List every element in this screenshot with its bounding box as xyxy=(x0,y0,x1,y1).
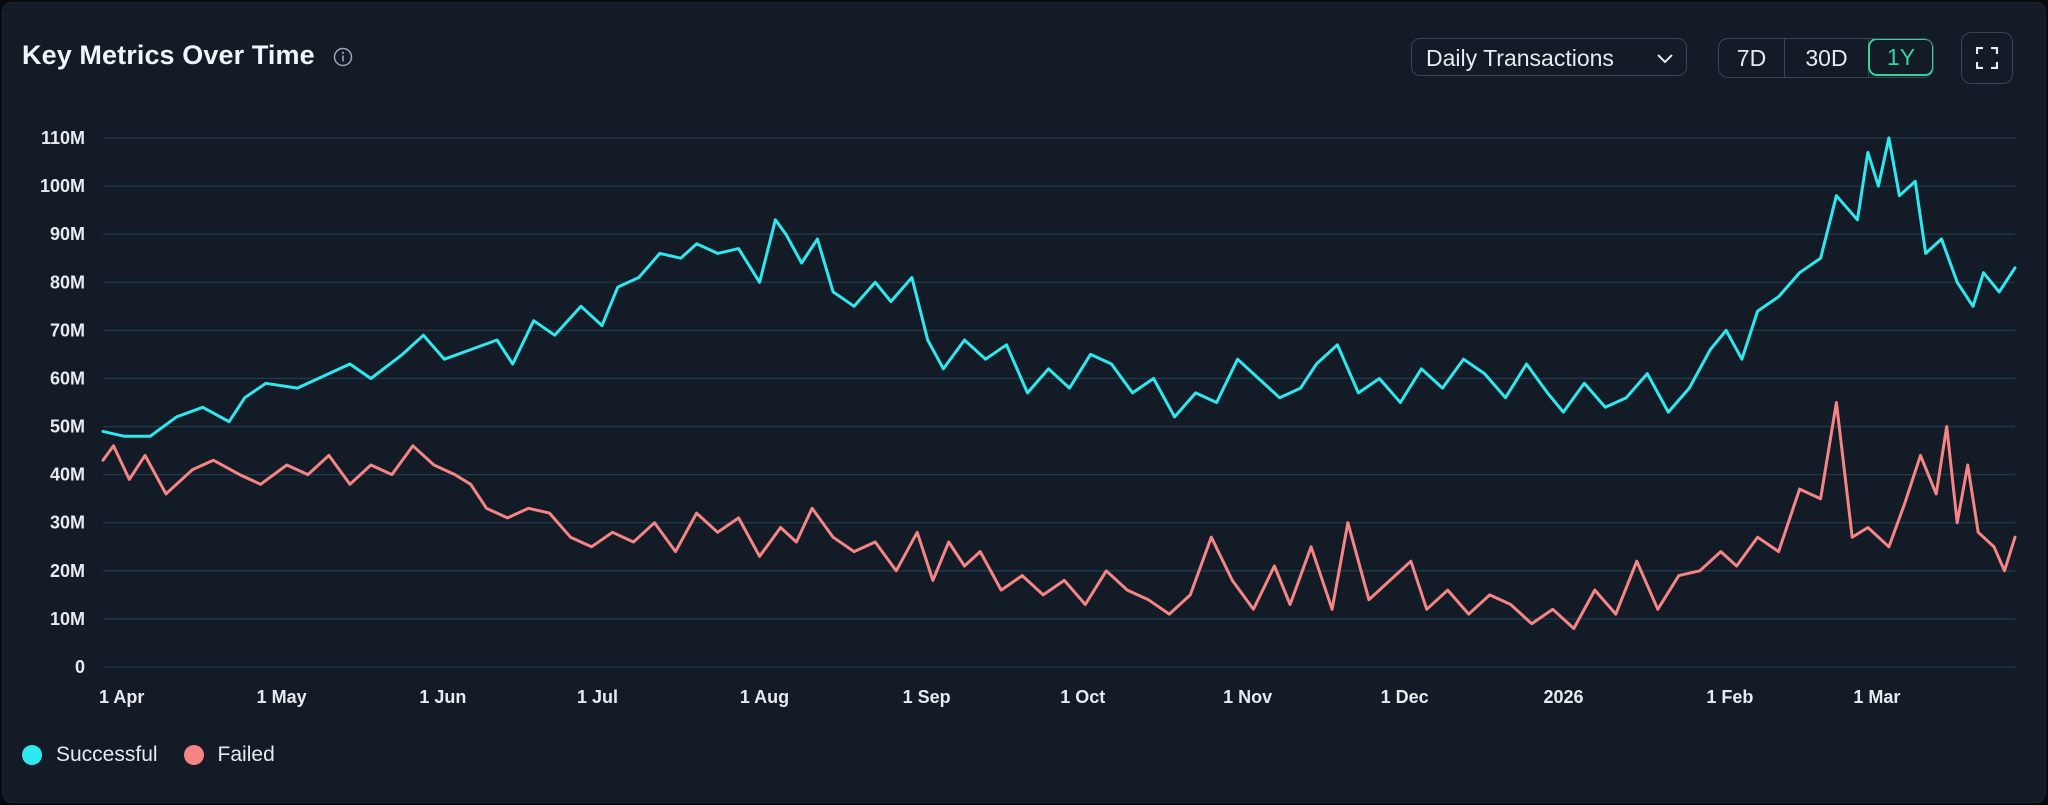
time-range-selector: 7D 30D 1Y xyxy=(1718,38,1934,78)
x-tick-label: 1 May xyxy=(257,687,307,707)
legend: Successful Failed xyxy=(22,742,301,768)
legend-item-successful[interactable]: Successful xyxy=(22,743,158,767)
y-tick-label: 80M xyxy=(50,272,85,292)
x-tick-label: 1 Aug xyxy=(740,687,789,707)
x-tick-label: 1 Dec xyxy=(1381,687,1429,707)
x-tick-label: 1 Mar xyxy=(1853,687,1900,707)
y-tick-label: 30M xyxy=(50,513,85,533)
x-tick-label: 2026 xyxy=(1544,687,1584,707)
chevron-down-icon xyxy=(1656,51,1674,65)
metric-dropdown[interactable]: Daily Transactions xyxy=(1411,38,1687,76)
legend-label-failed: Failed xyxy=(217,743,275,766)
x-tick-label: 1 Apr xyxy=(99,687,144,707)
x-tick-label: 1 Feb xyxy=(1706,687,1753,707)
range-1y-button[interactable]: 1Y xyxy=(1868,39,1933,76)
chart-title: Key Metrics Over Time xyxy=(22,40,315,70)
legend-label-successful: Successful xyxy=(56,743,158,766)
x-tick-label: 1 Jul xyxy=(577,687,618,707)
x-tick-label: 1 Oct xyxy=(1060,687,1105,707)
legend-dot-failed xyxy=(183,745,204,765)
legend-item-failed[interactable]: Failed xyxy=(183,743,275,767)
x-tick-label: 1 Sep xyxy=(903,687,951,707)
y-tick-label: 0 xyxy=(75,657,85,677)
series-line-successful xyxy=(101,136,2017,438)
fullscreen-button[interactable] xyxy=(1961,32,2013,84)
x-tick-label: 1 Jun xyxy=(419,687,466,707)
y-tick-label: 90M xyxy=(50,224,85,244)
y-tick-label: 70M xyxy=(50,320,85,340)
range-7d-button[interactable]: 7D xyxy=(1719,39,1785,77)
y-tick-label: 100M xyxy=(40,176,85,196)
y-tick-label: 60M xyxy=(50,368,85,388)
y-tick-label: 10M xyxy=(50,609,85,629)
y-tick-label: 20M xyxy=(50,561,85,581)
info-icon[interactable] xyxy=(333,47,353,67)
series-line-failed xyxy=(101,401,2017,630)
line-chart: 0 10M 20M 30M 40M 50M 60M 70M 80M 90M 100M 110M 1 Ap… xyxy=(40,128,2017,707)
y-tick-label: 110M xyxy=(41,128,85,148)
x-tick-label: 1 Nov xyxy=(1223,687,1272,707)
y-tick-label: 40M xyxy=(50,465,85,485)
metric-dropdown-label: Daily Transactions xyxy=(1426,45,1614,71)
y-tick-label: 50M xyxy=(50,417,85,437)
legend-dot-successful xyxy=(22,745,42,765)
expand-icon xyxy=(1976,47,1998,69)
